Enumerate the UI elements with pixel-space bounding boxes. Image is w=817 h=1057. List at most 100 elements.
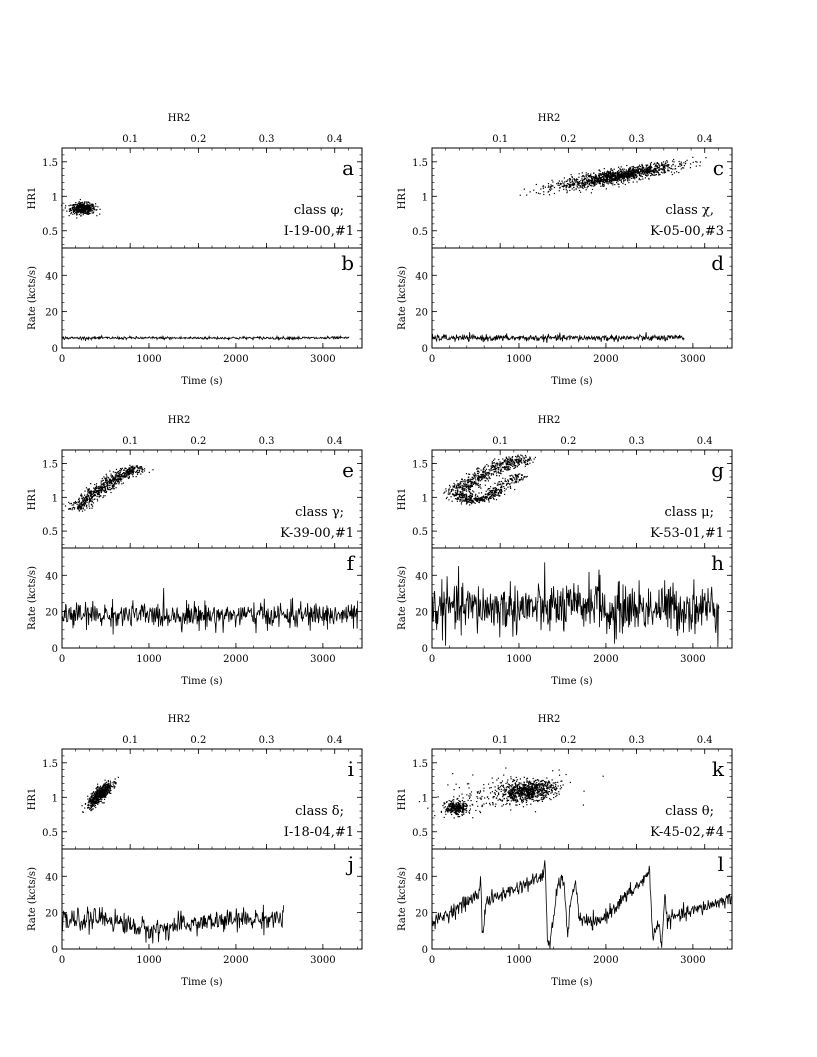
data-point: [499, 488, 502, 491]
data-point: [86, 202, 88, 204]
data-point: [507, 479, 509, 481]
data-point: [478, 475, 480, 477]
data-point: [588, 183, 590, 186]
data-point: [88, 501, 90, 503]
data-point: [106, 484, 108, 486]
time-tick-label: 2000: [593, 354, 618, 365]
data-point: [478, 477, 480, 480]
data-point: [453, 485, 455, 488]
data-point: [492, 497, 495, 500]
data-point: [674, 168, 676, 170]
data-point: [142, 471, 144, 473]
data-point: [474, 497, 476, 500]
data-point: [465, 484, 467, 487]
data-point: [95, 792, 97, 794]
data-point: [107, 785, 109, 787]
data-point: [621, 171, 623, 173]
data-point: [120, 480, 122, 482]
data-point: [86, 207, 88, 209]
data-point: [470, 486, 473, 488]
data-point: [83, 211, 85, 214]
time-tick-label: 0: [429, 354, 435, 365]
data-point: [590, 185, 592, 187]
data-point: [498, 495, 500, 497]
data-point: [662, 169, 664, 171]
data-point: [481, 476, 483, 479]
time-tick-label: 1000: [136, 654, 161, 665]
data-point: [586, 179, 588, 181]
data-point: [80, 213, 82, 215]
data-point: [75, 202, 77, 204]
data-point: [103, 784, 105, 786]
data-point: [630, 174, 633, 176]
data-point: [109, 470, 111, 472]
data-point: [473, 481, 475, 483]
data-point: [87, 798, 89, 800]
data-point: [642, 178, 644, 180]
data-point: [96, 795, 98, 797]
data-point: [103, 795, 105, 798]
data-point: [118, 478, 120, 480]
data-point: [503, 487, 506, 490]
data-point: [91, 496, 93, 498]
data-point: [93, 207, 95, 209]
data-point: [78, 207, 81, 209]
data-point: [119, 470, 121, 472]
data-point: [114, 472, 116, 474]
data-point: [504, 490, 506, 492]
data-point: [109, 787, 111, 789]
data-point: [119, 476, 121, 478]
data-point: [101, 796, 103, 798]
data-point: [595, 174, 597, 176]
data-point: [667, 165, 669, 167]
hr2-tick-label: 0.2: [190, 436, 206, 447]
rate-frame: [61, 848, 363, 950]
data-point: [90, 804, 92, 807]
data-point: [520, 477, 523, 479]
data-point: [96, 783, 99, 785]
time-tick-label: 0: [59, 654, 65, 665]
data-point: [496, 489, 498, 492]
data-point: [499, 464, 501, 466]
data-point: [617, 171, 619, 173]
data-point: [450, 489, 452, 491]
data-point: [705, 157, 707, 159]
data-point: [112, 481, 114, 483]
data-point: [520, 454, 522, 456]
data-point: [88, 804, 90, 806]
data-point: [88, 498, 91, 500]
data-point: [88, 797, 91, 799]
data-point: [470, 484, 472, 486]
data-point: [81, 203, 83, 205]
data-point: [87, 795, 89, 797]
data-point: [621, 171, 623, 174]
class-label: class χ,: [665, 203, 714, 218]
data-point: [582, 184, 584, 186]
data-point: [641, 168, 644, 170]
data-point: [627, 175, 629, 177]
data-point: [486, 472, 488, 474]
data-point: [464, 482, 466, 484]
data-point: [566, 185, 568, 187]
data-point: [607, 172, 609, 175]
data-point: [92, 802, 94, 804]
data-point: [619, 176, 621, 179]
data-point: [527, 458, 529, 460]
data-point: [98, 496, 100, 498]
data-point: [580, 182, 582, 184]
data-point: [477, 497, 479, 499]
data-point: [104, 792, 106, 795]
data-point: [573, 178, 575, 181]
data-point: [459, 490, 461, 493]
data-point: [490, 469, 492, 471]
data-point: [681, 167, 684, 169]
data-point: [489, 477, 491, 480]
data-point: [85, 208, 87, 210]
data-point: [462, 487, 464, 489]
data-point: [510, 477, 512, 480]
data-point: [616, 173, 619, 175]
light-curve: [61, 334, 350, 341]
data-point: [512, 464, 514, 466]
data-point: [606, 176, 608, 178]
data-point: [496, 466, 499, 468]
